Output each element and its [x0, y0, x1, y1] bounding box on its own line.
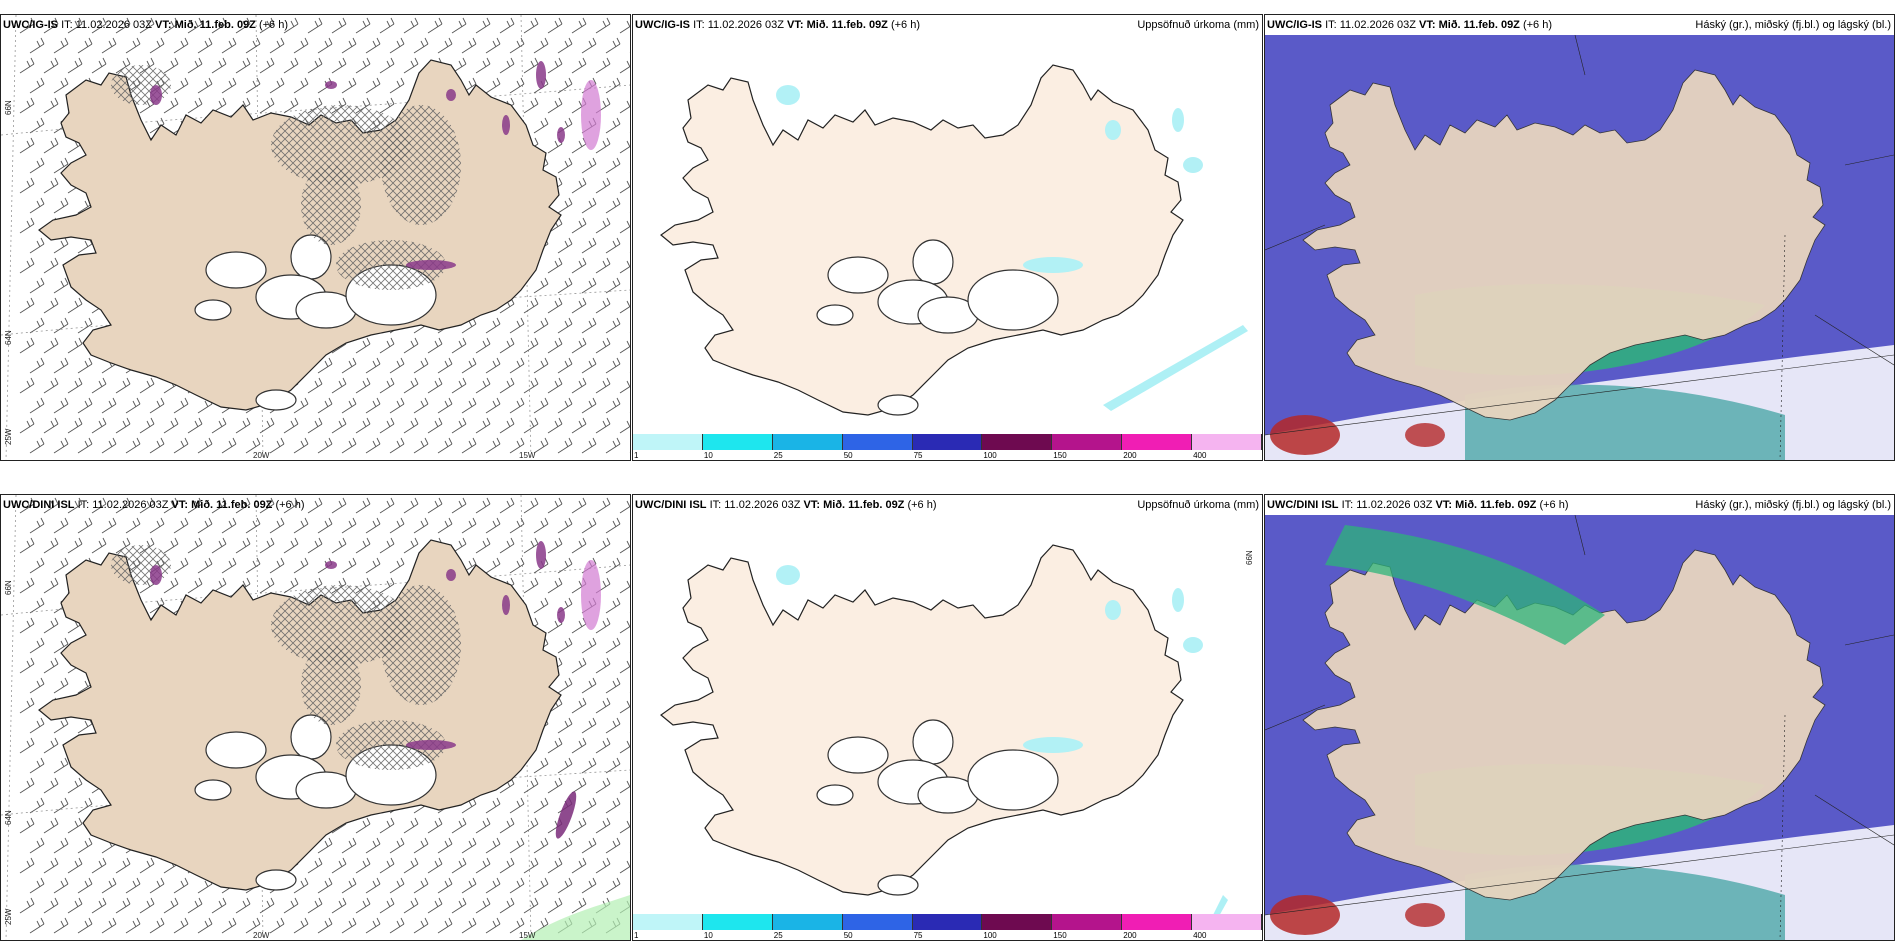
valid-time: VT: Mið. 11.feb. 09Z: [803, 499, 905, 511]
map-canvas: [1265, 495, 1894, 940]
colorbar-label: 25: [773, 451, 783, 460]
init-time: IT: 11.02.2026 03Z: [693, 19, 784, 31]
precip-panel-dini-isl: UWC/DINI ISL IT: 11.02.2026 03Z VT: Mið.…: [632, 494, 1263, 941]
lat-tick: 66N: [4, 100, 13, 115]
map-canvas: [660, 544, 1228, 927]
init-time: IT: 11.02.2026 03Z: [1341, 499, 1433, 511]
precip-panel-ig-is: UWC/IG-IS IT: 11.02.2026 03Z VT: Mið. 11…: [632, 14, 1263, 461]
colorbar-label: 100: [983, 931, 997, 940]
colorbar-swatch: [912, 434, 983, 450]
panel-header: UWC/DINI ISL IT: 11.02.2026 03Z VT: Mið.…: [635, 499, 937, 511]
forecast-offset: (+6 h): [907, 499, 937, 511]
cloud-panel-ig-is: UWC/IG-IS IT: 11.02.2026 03Z VT: Mið. 11…: [1264, 14, 1895, 461]
colorbar-swatch: [912, 914, 983, 930]
forecast-offset: (+6 h): [258, 19, 289, 31]
colorbar-swatch: [772, 434, 843, 450]
panel-title: Uppsöfnuð úrkoma (mm): [1137, 19, 1259, 31]
model-name: UWC/IG-IS: [3, 19, 58, 31]
colorbar-label: 150: [1053, 931, 1067, 940]
lat-tick: 66N: [4, 580, 13, 595]
lon-tick: 20W: [253, 931, 270, 940]
init-time: IT: 11.02.2026 03Z: [709, 499, 801, 511]
init-time: IT: 11.02.2026 03Z: [77, 499, 169, 511]
lon-tick: 15W: [519, 451, 536, 460]
valid-time: VT: Mið. 11.feb. 09Z: [155, 19, 256, 31]
panel-title: Háský (gr.), miðský (fj.bl.) og lágský (…: [1695, 19, 1891, 31]
colorbar-label: 75: [913, 451, 923, 460]
forecast-offset: (+6 h): [275, 499, 305, 511]
colorbar-label: 75: [913, 931, 923, 940]
lat-tick: 66N: [1245, 550, 1254, 565]
colorbar-label: 1: [634, 931, 639, 940]
lat-tick: 64N: [4, 330, 13, 345]
cloud-panel-dini-isl: UWC/DINI ISL IT: 11.02.2026 03Z VT: Mið.…: [1264, 494, 1895, 941]
colorbar-label: 100: [983, 451, 997, 460]
panel-header: UWC/IG-IS IT: 11.02.2026 03Z VT: Mið. 11…: [1267, 19, 1552, 31]
wind-panel-ig-is: UWC/IG-IS IT: 11.02.2026 03Z VT: Mið. 11…: [0, 14, 631, 461]
colorbar-swatch: [1052, 434, 1123, 450]
colorbar-label: 50: [843, 451, 853, 460]
panel-header: UWC/IG-IS IT: 11.02.2026 03Z VT: Mið. 11…: [3, 19, 288, 31]
colorbar-label: 150: [1053, 451, 1067, 460]
colorbar-swatch: [1122, 434, 1193, 450]
wind-panel-dini-isl: UWC/DINI ISL IT: 11.02.2026 03Z VT: Mið.…: [0, 494, 631, 941]
colorbar-swatch: [842, 434, 913, 450]
model-name: UWC/IG-IS: [1267, 19, 1322, 31]
colorbar-label: 1: [634, 451, 639, 460]
colorbar-label: 10: [703, 931, 713, 940]
colorbar-label: 25: [773, 931, 783, 940]
colorbar-label: 200: [1123, 451, 1137, 460]
model-name: UWC/DINI ISL: [3, 499, 75, 511]
lon-tick: 25W: [4, 428, 13, 445]
colorbar-swatch: [982, 434, 1053, 450]
colorbar-label: 200: [1123, 931, 1137, 940]
panel-header: UWC/IG-IS IT: 11.02.2026 03Z VT: Mið. 11…: [635, 19, 920, 31]
panel-header: UWC/DINI ISL IT: 11.02.2026 03Z VT: Mið.…: [3, 499, 305, 511]
colorbar-swatch: [1192, 434, 1262, 450]
colorbar-swatch: [982, 914, 1053, 930]
lon-tick: 20W: [253, 451, 270, 460]
colorbar-label: 400: [1193, 451, 1207, 460]
colorbar-swatch: [633, 434, 703, 450]
forecast-offset: (+6 h): [1539, 499, 1569, 511]
model-name: UWC/DINI ISL: [635, 499, 707, 511]
colorbar-swatch: [633, 914, 703, 930]
lon-tick: 15W: [519, 931, 536, 940]
forecast-offset: (+6 h): [890, 19, 921, 31]
model-name: UWC/DINI ISL: [1267, 499, 1339, 511]
panel-header: UWC/DINI ISL IT: 11.02.2026 03Z VT: Mið.…: [1267, 499, 1569, 511]
init-time: IT: 11.02.2026 03Z: [1325, 19, 1416, 31]
colorbar-label: 50: [843, 931, 853, 940]
colorbar-swatch: [1192, 914, 1262, 930]
lon-tick: 25W: [4, 908, 13, 925]
lat-tick: 64N: [4, 810, 13, 825]
valid-time: VT: Mið. 11.feb. 09Z: [1419, 19, 1520, 31]
model-name: UWC/IG-IS: [635, 19, 690, 31]
panel-title: Uppsöfnuð úrkoma (mm): [1137, 499, 1259, 511]
precip-colorbar: 1 10 25 50 75 100 150 200 400: [633, 434, 1262, 460]
init-time: IT: 11.02.2026 03Z: [61, 19, 152, 31]
map-canvas: [1, 495, 630, 940]
map-canvas: [660, 64, 1248, 416]
colorbar-label: 400: [1193, 931, 1207, 940]
map-canvas: [1265, 15, 1894, 460]
map-canvas: [1, 15, 630, 460]
valid-time: VT: Mið. 11.feb. 09Z: [171, 499, 273, 511]
panel-title: Háský (gr.), miðský (fj.bl.) og lágský (…: [1695, 499, 1891, 511]
colorbar-swatch: [1122, 914, 1193, 930]
forecast-offset: (+6 h): [1522, 19, 1553, 31]
precip-colorbar: 1 10 25 50 75 100 150 200 400: [633, 914, 1262, 940]
colorbar-swatch: [772, 914, 843, 930]
colorbar-swatch: [702, 434, 773, 450]
colorbar-swatch: [842, 914, 913, 930]
valid-time: VT: Mið. 11.feb. 09Z: [1435, 499, 1537, 511]
colorbar-swatch: [702, 914, 773, 930]
colorbar-label: 10: [703, 451, 713, 460]
colorbar-swatch: [1052, 914, 1123, 930]
valid-time: VT: Mið. 11.feb. 09Z: [787, 19, 888, 31]
